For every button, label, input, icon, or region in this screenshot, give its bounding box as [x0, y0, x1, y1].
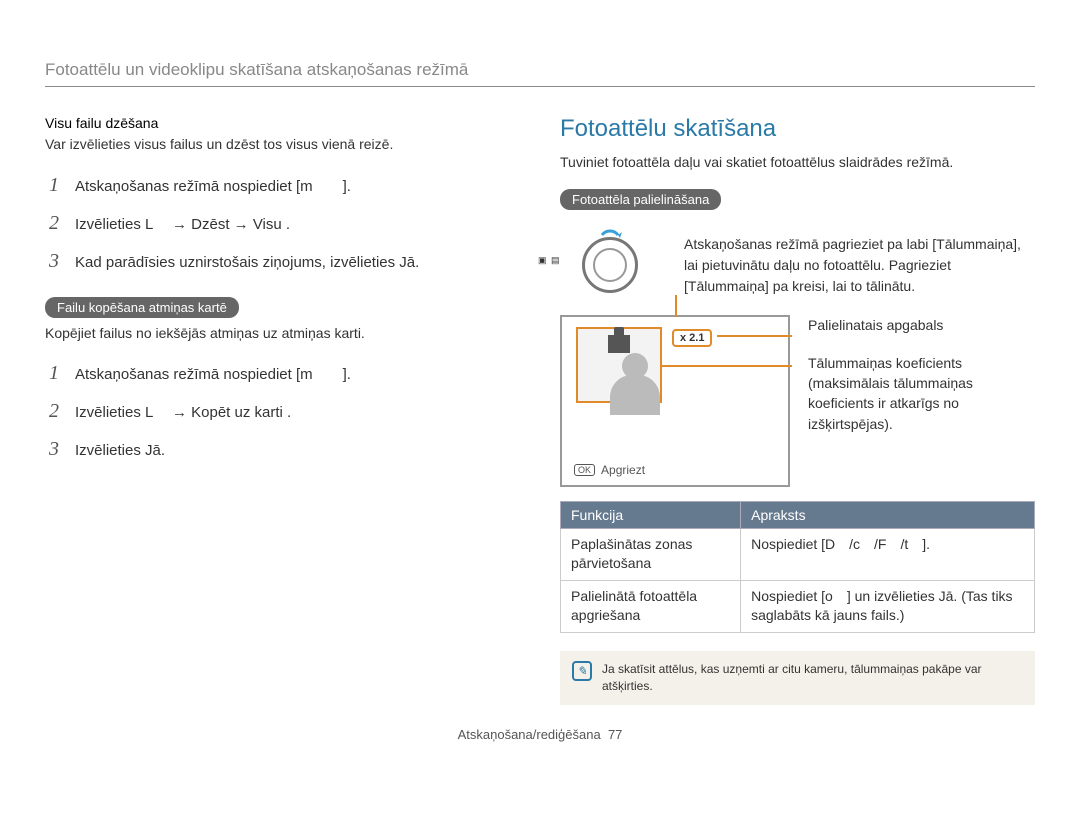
step-number: 1	[49, 171, 75, 199]
camera-screen-graphic: x 2.1 OK Apgriezt	[560, 315, 790, 487]
td-function: Palielinātā fotoattēla apgriešana	[561, 580, 741, 632]
callout-line	[675, 295, 677, 317]
right-column: Fotoattēlu skatīšana Tuviniet fotoattēla…	[560, 115, 1035, 705]
ok-icon: OK	[574, 464, 595, 476]
camera-captions: Palielinatais apgabals Tālummaiņas koefi…	[808, 315, 1035, 434]
step-text: Izvēlieties L → Dzēst → Visu .	[75, 214, 290, 235]
dial-icons: ▣ ▤	[538, 255, 561, 266]
footer-text: Atskaņošana/rediģēšana	[458, 727, 601, 742]
th-function: Funkcija	[561, 501, 741, 528]
camera-block: x 2.1 OK Apgriezt Palielinatais apgabals…	[560, 315, 1035, 487]
note-text: Ja skatīsit attēlus, kas uzņemti ar citu…	[602, 661, 1023, 695]
td-function: Paplašinātas zonas pārvietošana	[561, 528, 741, 580]
step-number: 3	[49, 435, 75, 463]
step-text: Atskaņošanas režīmā nospiediet [m ].	[75, 176, 351, 197]
callout-line	[662, 365, 792, 367]
steps-copy-files: 1Atskaņošanas režīmā nospiediet [m ]. 2I…	[49, 359, 520, 463]
left-column: Visu failu dzēšana Var izvēlieties visus…	[45, 115, 520, 705]
dial-row: ▣ ▤ Atskaņošanas režīmā pagrieziet pa la…	[560, 234, 1035, 297]
step-number: 2	[49, 397, 75, 425]
page-footer: Atskaņošana/rediģēšana 77	[45, 727, 1035, 742]
td-description: Nospiediet [o ] un izvēlieties Jā. (Tas …	[741, 580, 1035, 632]
zoom-pill: Fotoattēla palielināšana	[560, 189, 721, 210]
dial-icon	[582, 237, 638, 293]
steps-delete-all: 1Atskaņošanas režīmā nospiediet [m ]. 2I…	[49, 171, 520, 275]
caption-area: Palielinatais apgabals	[808, 315, 1035, 335]
step-text: Izvēlieties L → Kopēt uz karti .	[75, 402, 291, 423]
delete-all-heading: Visu failu dzēšana	[45, 115, 520, 131]
note-box: ✎ Ja skatīsit attēlus, kas uzņemti ar ci…	[560, 651, 1035, 705]
step-number: 3	[49, 247, 75, 275]
step-text: Kad parādīsies uznirstošais ziņojums, iz…	[75, 252, 419, 273]
th-description: Apraksts	[741, 501, 1035, 528]
section-intro: Tuviniet fotoattēla daļu vai skatiet fot…	[560, 153, 1035, 173]
section-title: Fotoattēlu skatīšana	[560, 115, 1035, 143]
camera-lens-icon	[608, 335, 630, 353]
two-column-layout: Visu failu dzēšana Var izvēlieties visus…	[45, 115, 1035, 705]
step-number: 2	[49, 209, 75, 237]
step-number: 1	[49, 359, 75, 387]
ok-text: Apgriezt	[601, 463, 645, 477]
step-text: Atskaņošanas režīmā nospiediet [m ].	[75, 364, 351, 385]
breadcrumb-header: Fotoattēlu un videoklipu skatīšana atska…	[45, 60, 1035, 87]
copy-files-pill: Failu kopēšana atmiņas kartē	[45, 297, 239, 318]
dial-description: Atskaņošanas režīmā pagrieziet pa labi […	[684, 234, 1035, 297]
zoom-dial-graphic: ▣ ▤	[560, 237, 660, 293]
person-silhouette-icon	[604, 353, 666, 415]
page-number: 77	[608, 727, 622, 742]
ok-crop-label: OK Apgriezt	[574, 463, 645, 477]
caption-zoom: Tālummaiņas koeficients (maksimālais tāl…	[808, 353, 1035, 434]
step-text: Izvēlieties Jā.	[75, 440, 165, 461]
callout-line	[717, 335, 792, 337]
zoom-badge: x 2.1	[672, 329, 712, 347]
td-description: Nospiediet [D /c /F /t ].	[741, 528, 1035, 580]
copy-files-text: Kopējiet failus no iekšējās atmiņas uz a…	[45, 324, 520, 344]
zoom-frame	[576, 327, 662, 403]
function-table: Funkcija Apraksts Paplašinātas zonas pār…	[560, 501, 1035, 633]
info-icon: ✎	[572, 661, 592, 681]
delete-all-text: Var izvēlieties visus failus un dzēst to…	[45, 135, 520, 155]
